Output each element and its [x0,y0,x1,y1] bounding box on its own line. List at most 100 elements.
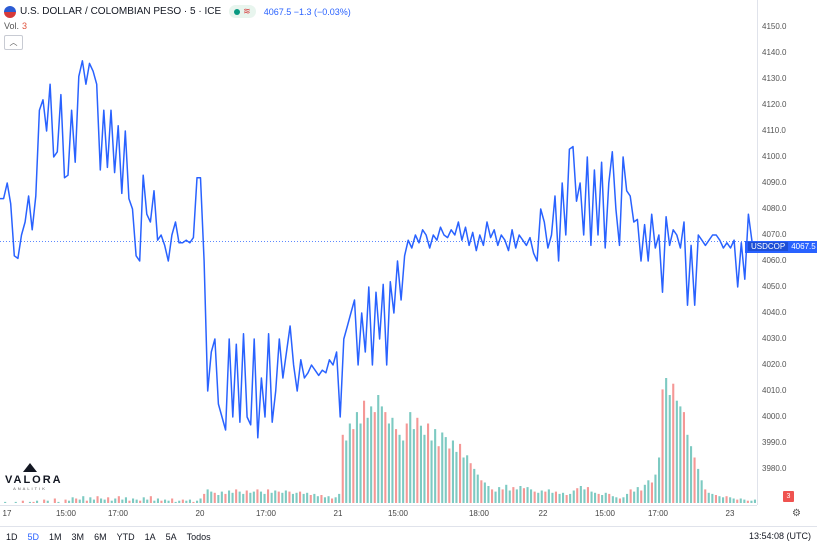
volume-bar [302,493,305,503]
price-tick: 4060.0 [762,256,787,265]
volume-bar [242,493,245,503]
volume-bar [444,437,447,503]
volume-bar [110,500,113,503]
volume-bar [611,496,614,503]
volume-bar [96,496,99,503]
range-buttons: 1D 5D 1M 3M 6M YTD 1A 5A Todos [0,532,215,542]
clock[interactable]: 13:54:08 (UTC) [748,531,811,541]
range-button-3m[interactable]: 3M [71,531,85,542]
volume-bar [316,496,319,503]
volume-bar [480,480,483,503]
volume-bar [508,490,511,503]
volume-bar [181,499,184,503]
volume-bar [57,501,60,503]
volume-bar [618,498,621,503]
volume-bar [512,487,515,503]
volume-bar [448,448,451,503]
volume-bar [736,499,739,503]
volume-bar [519,486,522,503]
volume-bar [629,489,632,503]
volume-bar [114,498,117,503]
volume-bar [132,498,135,503]
volume-bar [505,484,508,503]
range-button-1a[interactable]: 1A [144,531,156,542]
volume-bar [320,495,323,503]
volume-bar [437,446,440,503]
volume-bar [341,434,344,503]
volume-bar [78,499,81,503]
volume-bar [565,495,568,503]
volume-bar [434,429,437,503]
valora-logo: VALORA ANALITIK [5,463,63,491]
price-label-symbol: USDCOP [748,242,789,251]
volume-bar [402,440,405,503]
price-tick: 4010.0 [762,386,787,395]
volume-bar [583,489,586,503]
volume-bar [572,490,575,503]
volume-bar [544,491,547,503]
volume-bar [647,480,650,503]
volume-bar [700,480,703,503]
symbol-title[interactable]: U.S. DOLLAR / COLOMBIAN PESO · 5 · ICE [20,6,222,17]
volume-bar [139,500,142,503]
time-tick: 21 [333,509,343,518]
range-button-todos[interactable]: Todos [186,531,211,542]
volume-bar [348,423,351,503]
volume-bar [604,492,607,503]
range-button-5a[interactable]: 5A [165,531,177,542]
volume-bar [441,432,444,503]
range-button-6m[interactable]: 6M [94,531,107,542]
market-status[interactable]: ≋ [229,5,256,18]
volume-bar [427,423,430,503]
volume-bar [121,499,124,503]
price-label-value: 4067.5 [791,242,816,251]
volume-bar [377,395,380,503]
volume-bar [668,395,671,503]
time-tick: 15:00 [387,509,409,518]
volume-bar [224,493,227,503]
price-chart[interactable] [0,0,757,505]
volume-bar [206,489,209,503]
volume-bar [117,496,120,503]
time-tick: 17 [2,509,12,518]
volume-bar [640,490,643,503]
range-button-1m[interactable]: 1M [49,531,62,542]
volume-bar [259,491,262,503]
volume-bar [359,423,362,503]
gear-icon[interactable]: ⚙ [792,508,801,519]
volume-bar [579,486,582,503]
volume-bar [405,423,408,503]
volume-bar [622,497,625,503]
volume-bar [267,489,270,503]
volume-bar [608,493,611,503]
volume-bar [156,498,159,503]
time-tick: 18:00 [468,509,490,518]
volume-bar [455,451,458,503]
volume-bar [562,492,565,503]
volume-bar [75,498,78,503]
volume-bar [473,468,476,503]
chart-canvas[interactable] [0,0,757,505]
range-button-ytd[interactable]: YTD [116,531,135,542]
volume-bar [729,497,732,503]
volume-bar [476,474,479,503]
time-axis[interactable]: 17 15:00 17:00 20 17:00 21 15:00 18:00 22 15:00 17… [0,505,757,524]
volume-bar [615,497,618,503]
time-tick: 17:00 [255,509,277,518]
volume-bar [171,498,174,503]
volume-bar [313,493,316,503]
symbol-legend: U.S. DOLLAR / COLOMBIAN PESO · 5 · ICE ≋… [4,5,351,18]
range-button-1d[interactable]: 1D [6,531,18,542]
volume-bar [82,496,85,503]
volume-bar [487,486,490,503]
collapse-legend-button[interactable]: ︿ [4,35,23,50]
volume-legend[interactable]: Vol. 3 [4,21,27,31]
volume-bar [679,406,682,503]
range-button-5d[interactable]: 5D [27,531,40,542]
volume-bar [338,493,341,503]
volume-bar [576,488,579,503]
volume-bar [636,487,639,503]
logo-name: VALORA [5,474,63,486]
volume-bar [68,500,71,503]
volume-bar [309,495,312,503]
